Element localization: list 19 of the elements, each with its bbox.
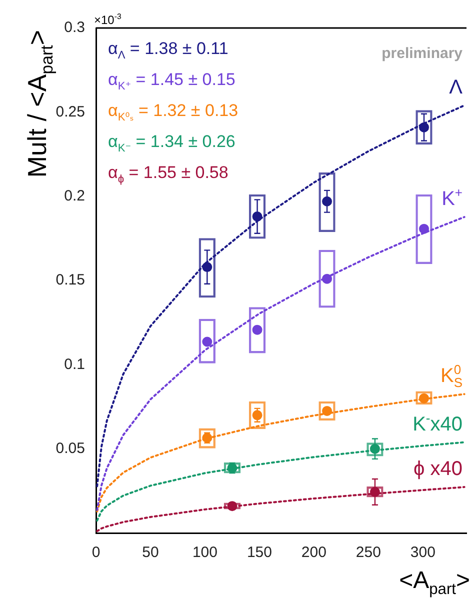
x-tick-label: 150 xyxy=(246,544,272,562)
series-label: ϕ x40 xyxy=(413,458,463,480)
series-label: Λ xyxy=(449,76,464,98)
y-tick-label: 0.2 xyxy=(64,187,85,204)
x-tick-label: 100 xyxy=(192,544,218,562)
series-label: K-x40 xyxy=(412,410,463,436)
y-tick-label: 0.05 xyxy=(56,440,85,457)
x-tick-label: 0 xyxy=(92,544,100,562)
y-axis-title: Mult / <Apart> xyxy=(22,30,56,178)
x-tick-label: 250 xyxy=(356,544,381,562)
y-tick-label: 0.3 xyxy=(64,19,85,36)
x-tick-label: 200 xyxy=(301,544,326,562)
series-label: K+ xyxy=(442,185,462,210)
annotation: preliminary xyxy=(382,45,464,62)
y-tick-label: 0.15 xyxy=(56,272,85,289)
x-tick-label: 50 xyxy=(142,544,159,562)
x-tick-label: 300 xyxy=(410,544,436,562)
y-tick-label: 0.1 xyxy=(64,356,85,373)
y-tick-label: 0.25 xyxy=(56,103,85,120)
